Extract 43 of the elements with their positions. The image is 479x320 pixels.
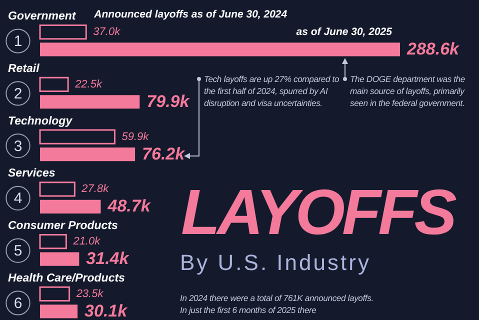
data-label: 27.8k bbox=[80, 183, 110, 196]
y-tick-label: Retail bbox=[8, 62, 40, 75]
data-label: 59.9k bbox=[122, 130, 150, 143]
data-label: 23.5k bbox=[75, 288, 104, 300]
data-label: 48.7k bbox=[106, 196, 152, 216]
text: 6 bbox=[14, 294, 22, 312]
data-label: 76.2k bbox=[142, 144, 186, 164]
annotation: The DOGE department was the main source of layoffs, primarily seen in the federal government. bbox=[350, 73, 466, 109]
series-label: as of June 30, 2025 bbox=[296, 26, 392, 38]
data-label: 288.6k bbox=[406, 39, 461, 58]
bar bbox=[40, 252, 80, 266]
text: By U.S. Industry bbox=[180, 250, 371, 275]
series-label: Announced layoffs as of June 30, 2024 bbox=[93, 8, 288, 21]
bar bbox=[40, 304, 78, 318]
y-tick-label: Government bbox=[8, 10, 77, 23]
bar bbox=[39, 129, 116, 144]
y-tick-label: Health Care/Products bbox=[8, 272, 125, 285]
bar bbox=[40, 95, 140, 109]
text: 1 bbox=[14, 33, 22, 50]
bar bbox=[39, 234, 67, 250]
text: 5 bbox=[14, 242, 22, 260]
data-label: 22.5k bbox=[74, 78, 102, 90]
y-tick-label: Consumer Products bbox=[8, 220, 118, 232]
bar bbox=[40, 147, 136, 162]
annotation: In 2024 there were a total of 761K announced layoffs. In just the first 6 months of 2025 there bbox=[180, 292, 374, 316]
bar bbox=[40, 42, 400, 56]
bar bbox=[39, 24, 87, 40]
text: LAYOFFS bbox=[181, 176, 454, 248]
data-label: 79.9k bbox=[146, 92, 191, 111]
annotation: Tech layoffs are up 27% compared to the first half of 2024, spurred by AI disruption and visa uncertainties. bbox=[204, 73, 340, 109]
text: 2 bbox=[14, 85, 22, 102]
data-label: 21.0k bbox=[72, 236, 101, 248]
data-label: 30.1k bbox=[84, 301, 129, 320]
text: 3 bbox=[14, 138, 22, 155]
bar bbox=[39, 182, 76, 197]
y-tick-label: Technology bbox=[8, 115, 73, 128]
text: 4 bbox=[14, 190, 22, 208]
data-label: 31.4k bbox=[86, 249, 130, 268]
data-label: 37.0k bbox=[93, 26, 121, 38]
bar bbox=[40, 200, 101, 214]
bar bbox=[39, 286, 70, 302]
y-tick-label: Services bbox=[8, 168, 56, 180]
bar bbox=[39, 76, 69, 92]
